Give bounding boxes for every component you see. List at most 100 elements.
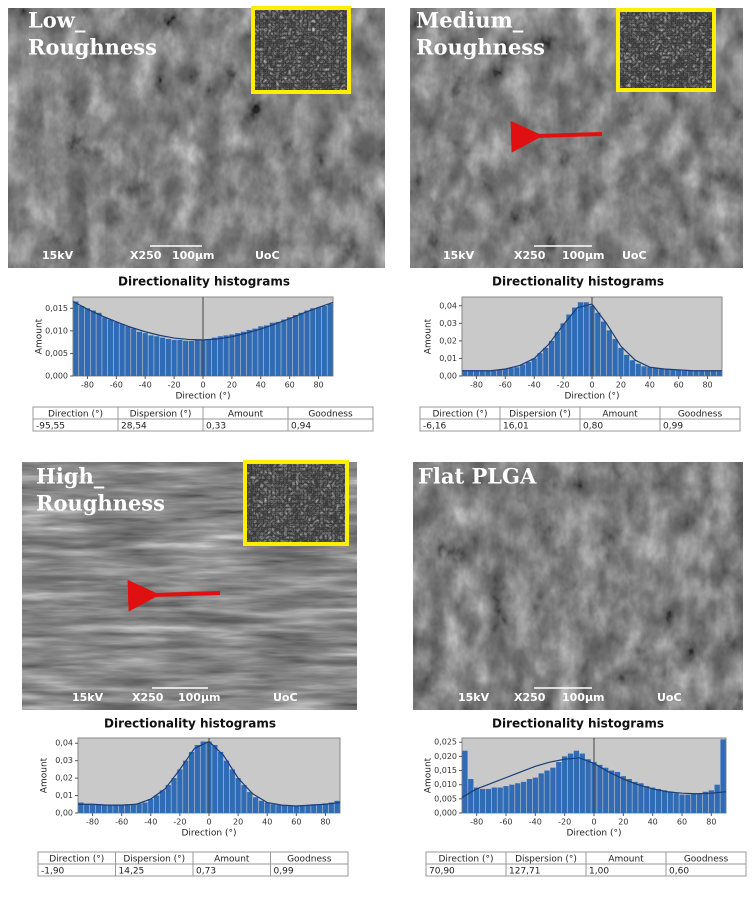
histogram-bar: [124, 804, 131, 813]
x-tick-label: -60: [499, 381, 512, 390]
histogram-bar: [334, 800, 340, 813]
table-cell: 0,33: [206, 422, 226, 432]
histogram-bar: [479, 788, 486, 813]
table-header: Amount: [608, 855, 644, 865]
histogram-bar: [473, 370, 480, 376]
histogram-bar: [468, 779, 474, 813]
histogram-bar: [287, 806, 294, 813]
histogram-bar: [520, 781, 527, 813]
histogram-bar: [679, 794, 685, 813]
histogram-bar: [583, 302, 589, 376]
histogram-bar: [485, 370, 491, 376]
x-tick-label: -40: [139, 381, 152, 390]
histogram-bar: [560, 323, 566, 376]
histogram-bar: [612, 339, 618, 376]
histogram-bar: [572, 307, 578, 376]
histogram-bar: [90, 310, 96, 376]
inset-texture: [618, 10, 714, 90]
histogram-bar: [503, 786, 509, 813]
sem-scale-text: 100µm: [562, 249, 605, 262]
histogram-bar: [148, 335, 154, 376]
y-tick-label: 0,01: [439, 354, 457, 363]
histogram-bar: [585, 759, 591, 813]
histogram-bar: [531, 358, 537, 376]
histogram-bar: [258, 326, 264, 376]
histogram-bar: [667, 791, 673, 813]
y-tick-label: 0,04: [55, 739, 73, 748]
image-title: Roughness: [36, 491, 165, 516]
inset-frame: [251, 6, 351, 94]
histogram-bar: [556, 762, 562, 813]
histogram-bar: [252, 797, 259, 813]
histogram-bar: [497, 787, 503, 813]
table-header: Dispersion (°): [515, 855, 577, 865]
histogram-bar: [520, 364, 526, 376]
table-header: Dispersion (°): [123, 855, 185, 865]
histogram-bar: [159, 337, 166, 376]
x-tick-label: -80: [470, 818, 483, 827]
histogram-bar: [544, 770, 550, 813]
histogram-bar: [311, 804, 317, 813]
table-header: Direction (°): [432, 410, 487, 420]
x-tick-label: 0: [206, 818, 211, 827]
histogram-bar: [687, 370, 693, 376]
histogram-bar: [89, 804, 96, 813]
histogram-bar: [73, 301, 79, 376]
x-tick-label: -80: [81, 381, 94, 390]
histogram-bar: [714, 784, 720, 813]
histogram-bar: [241, 785, 247, 813]
histogram-bar: [532, 777, 538, 813]
histogram-bar: [567, 753, 574, 813]
y-tick-label: 0,000: [434, 809, 457, 818]
histogram-bar: [264, 802, 270, 813]
x-axis-label: Direction (°): [566, 829, 621, 839]
x-tick-label: 40: [645, 381, 655, 390]
x-tick-label: -20: [173, 818, 186, 827]
histogram-bar: [691, 793, 697, 813]
histogram-bar: [620, 776, 626, 813]
histogram-bar: [194, 339, 200, 376]
inset-frame: [616, 8, 716, 92]
histogram-bar: [252, 328, 258, 376]
x-tick-label: -20: [168, 381, 181, 390]
y-tick-label: 0,03: [55, 756, 73, 765]
histogram-bar: [608, 770, 615, 813]
histogram-bar: [658, 368, 664, 376]
histogram-bar: [78, 802, 84, 813]
histogram-bar: [304, 310, 310, 376]
sem-scale-text: UoC: [255, 249, 280, 262]
y-tick-label: 0,04: [439, 301, 457, 310]
histogram-bar: [142, 802, 148, 813]
table-cell: 14,25: [119, 867, 145, 877]
histogram-bar: [292, 315, 299, 376]
histogram-bar: [136, 331, 143, 376]
y-tick-label: 0,015: [434, 766, 457, 775]
histogram-bar: [554, 332, 560, 376]
sem-texture: [413, 462, 743, 710]
table-header: Dispersion (°): [130, 410, 192, 420]
histogram-bar: [485, 788, 492, 813]
y-tick-label: 0,000: [45, 372, 68, 381]
x-tick-label: 80: [313, 381, 323, 390]
x-tick-label: -60: [499, 818, 512, 827]
histogram-bar: [153, 795, 160, 813]
histogram-bar: [566, 314, 572, 376]
x-tick-label: 0: [200, 381, 205, 390]
y-tick-label: 0,020: [434, 752, 457, 761]
table-header: Amount: [214, 855, 250, 865]
histogram-bar: [693, 370, 699, 376]
histogram-bar: [315, 307, 322, 376]
histogram-bar: [468, 370, 474, 376]
x-tick-label: 60: [291, 818, 301, 827]
inset-frame: [243, 460, 349, 546]
histogram-bar: [247, 792, 253, 813]
histogram-bar: [293, 806, 299, 813]
histogram-bar: [246, 329, 252, 376]
histogram-bar: [708, 790, 714, 813]
histogram-bar: [514, 367, 520, 376]
x-tick-label: -80: [470, 381, 483, 390]
table-header: Direction (°): [49, 855, 104, 865]
histogram-bar: [188, 340, 195, 376]
histogram-bar: [165, 785, 171, 813]
table-cell: -1,90: [41, 867, 65, 877]
